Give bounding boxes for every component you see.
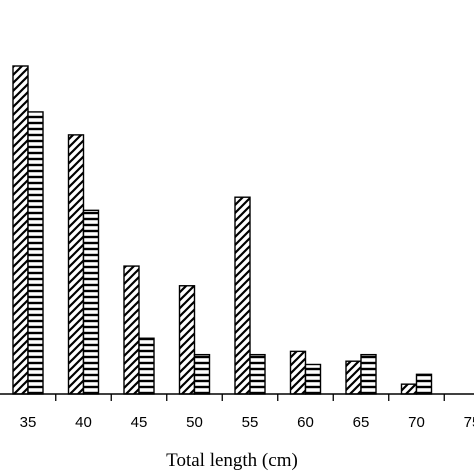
bar-striped-65 (360, 353, 377, 395)
x-axis-title: Total length (cm) (166, 450, 298, 471)
x-tick-label-35: 35 (20, 414, 37, 431)
bar-striped-55 (249, 353, 266, 395)
bar-hatched-35 (12, 65, 29, 395)
x-ticks-layer (55, 394, 445, 401)
bar-hatched-65 (345, 360, 362, 395)
x-tick-label-60: 60 (297, 414, 314, 431)
bar-striped-70 (415, 373, 433, 395)
x-tick-label-45: 45 (131, 414, 148, 431)
x-tick-label-70: 70 (408, 414, 425, 431)
x-tick-label-40: 40 (75, 414, 92, 431)
bar-hatched-70 (400, 383, 418, 395)
x-tick-labels-layer: 35 40 45 50 55 60 65 70 75 (20, 414, 474, 431)
x-tick-label-65: 65 (353, 414, 370, 431)
bar-striped-50 (193, 353, 211, 395)
bar-hatched-50 (178, 285, 196, 395)
bars-layer (12, 65, 433, 395)
bar-hatched-60 (289, 350, 307, 395)
bar-hatched-55 (234, 196, 251, 395)
bar-striped-35 (27, 111, 44, 395)
x-tick-label-55: 55 (242, 414, 259, 431)
bar-hatched-45 (123, 265, 140, 395)
bar-striped-40 (82, 209, 100, 395)
bar-hatched-40 (67, 134, 85, 395)
x-tick-label-75: 75 (464, 414, 474, 431)
x-tick-label-50: 50 (186, 414, 203, 431)
bar-striped-60 (304, 363, 322, 395)
bar-striped-45 (138, 337, 155, 395)
